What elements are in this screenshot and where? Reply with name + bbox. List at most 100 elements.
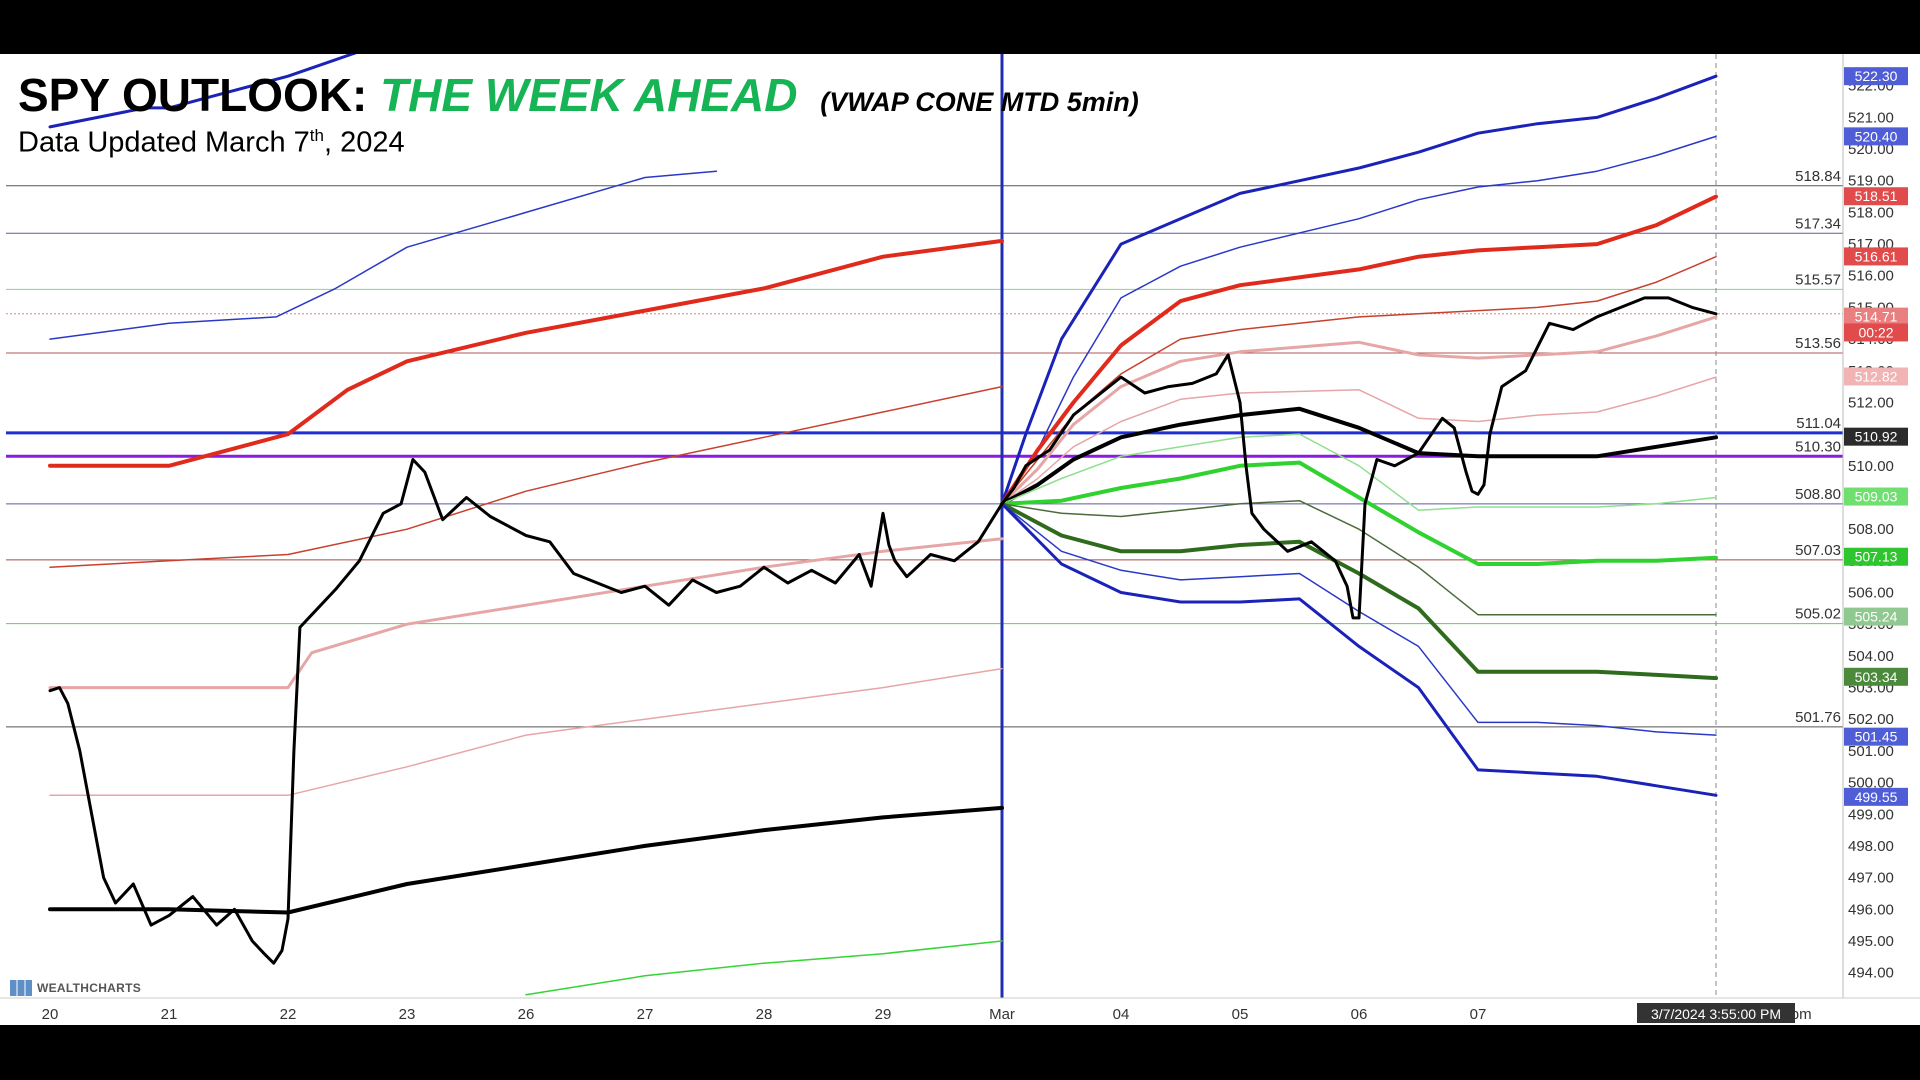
series-mar_blue_lo2 bbox=[1000, 502, 1718, 797]
updated-suffix: , 2024 bbox=[323, 126, 405, 159]
price-badge-9: 507.13 bbox=[1855, 549, 1898, 565]
price-axis-bg bbox=[1843, 54, 1920, 998]
title-sub: (VWAP CONE MTD 5min) bbox=[820, 87, 1139, 117]
price-badge-bg-4 bbox=[1844, 307, 1908, 326]
y-tick-4: 498.00 bbox=[1848, 838, 1894, 855]
x-tick-10: 05 bbox=[1232, 1006, 1249, 1023]
series-prev_pink2 bbox=[48, 537, 1004, 690]
price-badge-5: 00:22 bbox=[1858, 324, 1893, 340]
series-mar_pink1 bbox=[1001, 376, 1717, 505]
x-tick-4: 26 bbox=[518, 1006, 535, 1023]
y-tick-14: 508.00 bbox=[1848, 521, 1894, 538]
series-prev_vwap bbox=[48, 805, 1004, 915]
chart-title: SPY OUTLOOK: THE WEEK AHEAD (VWAP CONE M… bbox=[18, 68, 1139, 122]
price-badge-bg-13 bbox=[1844, 787, 1908, 806]
level-label-7: 507.03 bbox=[1795, 542, 1841, 559]
series-mar_green_lt bbox=[1001, 433, 1717, 511]
price-badge-bg-9 bbox=[1844, 547, 1908, 566]
price-badge-11: 503.34 bbox=[1855, 669, 1898, 685]
x-tick-3: 23 bbox=[399, 1006, 416, 1023]
updated-sup: th bbox=[309, 126, 324, 145]
price-badge-bg-11 bbox=[1844, 667, 1908, 686]
x-tick-12: 07 bbox=[1470, 1006, 1487, 1023]
price-badge-12: 501.45 bbox=[1855, 729, 1898, 745]
y-tick-5: 499.00 bbox=[1848, 806, 1894, 823]
y-tick-24: 518.00 bbox=[1848, 204, 1894, 221]
series-prev_green1 bbox=[525, 940, 1003, 996]
price-badge-bg-1 bbox=[1844, 127, 1908, 146]
price-badge-0: 522.30 bbox=[1855, 68, 1898, 84]
chart-area[interactable]: 518.84 517.34 515.57 513.56 511.04 510.30 508.… bbox=[0, 54, 1920, 1025]
series-prev_pink1 bbox=[49, 667, 1003, 797]
price-badge-bg-7 bbox=[1844, 427, 1908, 446]
level-label-8: 505.02 bbox=[1795, 606, 1841, 623]
x-tick-7: 29 bbox=[875, 1006, 892, 1023]
y-tick-8: 502.00 bbox=[1848, 711, 1894, 728]
y-tick-22: 516.00 bbox=[1848, 268, 1894, 285]
x-tick-9: 04 bbox=[1113, 1006, 1130, 1023]
series-mar_darkgreen1 bbox=[1001, 499, 1717, 616]
chart-background bbox=[0, 54, 1920, 1025]
level-label-2: 515.57 bbox=[1795, 271, 1841, 288]
y-tick-1: 495.00 bbox=[1848, 933, 1894, 950]
x-tick-5: 27 bbox=[637, 1006, 654, 1023]
series-prev_blue2 bbox=[48, 54, 357, 129]
updated-prefix: Data Updated March 7 bbox=[18, 126, 310, 159]
logo-icon bbox=[10, 980, 32, 996]
y-tick-16: 510.00 bbox=[1848, 458, 1894, 475]
price-badge-bg-0 bbox=[1844, 67, 1908, 86]
x-tick-8: Mar bbox=[989, 1006, 1015, 1023]
crosshair-label: 3/7/2024 3:55:00 PM bbox=[1651, 1006, 1781, 1022]
series-mar_blue1 bbox=[1001, 135, 1717, 505]
price-badge-7: 510.92 bbox=[1855, 429, 1898, 445]
crosshair-label-bg bbox=[1637, 1003, 1795, 1023]
y-tick-3: 497.00 bbox=[1848, 870, 1894, 887]
time-axis-bg bbox=[0, 998, 1920, 1025]
series-price bbox=[48, 296, 1718, 965]
price-badge-4: 514.71 bbox=[1855, 309, 1898, 325]
price-badge-1: 520.40 bbox=[1855, 128, 1898, 144]
price-badge-bg-8 bbox=[1844, 487, 1908, 506]
level-label-3: 513.56 bbox=[1795, 335, 1841, 352]
price-badge-bg-10 bbox=[1844, 607, 1908, 626]
y-tick-10: 504.00 bbox=[1848, 648, 1894, 665]
y-tick-25: 519.00 bbox=[1848, 173, 1894, 190]
price-badge-bg-3 bbox=[1844, 247, 1908, 266]
price-badge-bg-5 bbox=[1844, 323, 1908, 342]
series-prev_blue1 bbox=[49, 170, 718, 340]
vwap-cone-chart[interactable]: 518.84 517.34 515.57 513.56 511.04 510.30 508.… bbox=[0, 54, 1920, 1025]
title-block: SPY OUTLOOK: THE WEEK AHEAD (VWAP CONE M… bbox=[18, 68, 1139, 160]
level-label-1: 517.34 bbox=[1795, 215, 1841, 232]
level-label-0: 518.84 bbox=[1795, 168, 1841, 185]
level-label-5: 510.30 bbox=[1795, 438, 1841, 455]
title-accent: THE WEEK AHEAD bbox=[380, 69, 798, 121]
price-badge-2: 518.51 bbox=[1855, 188, 1898, 204]
series-mar_green2 bbox=[1000, 460, 1718, 566]
level-label-4: 511.04 bbox=[1796, 415, 1841, 432]
series-mar_blue2 bbox=[1000, 74, 1718, 506]
y-tick-6: 500.00 bbox=[1848, 775, 1894, 792]
series-mar_darkgreen2 bbox=[1000, 501, 1718, 681]
series-mar_pink2 bbox=[1000, 315, 1718, 506]
data-updated: Data Updated March 7th, 2024 bbox=[18, 126, 1139, 160]
y-tick-0: 494.00 bbox=[1848, 965, 1894, 982]
level-label-6: 508.80 bbox=[1795, 486, 1841, 503]
price-badge-13: 499.55 bbox=[1855, 789, 1898, 805]
series-prev_red1 bbox=[49, 385, 1003, 568]
x-tick-11: 06 bbox=[1351, 1006, 1368, 1023]
series-mar_red2 bbox=[1000, 194, 1718, 506]
x-tick-1: 21 bbox=[161, 1006, 178, 1023]
price-badge-10: 505.24 bbox=[1855, 609, 1898, 625]
wealthcharts-logo: WEALTHCHARTS bbox=[10, 980, 141, 996]
level-label-9: 501.76 bbox=[1795, 709, 1841, 726]
title-main: SPY OUTLOOK: bbox=[18, 69, 368, 121]
x-tick-0: 20 bbox=[42, 1006, 59, 1023]
y-tick-12: 506.00 bbox=[1848, 585, 1894, 602]
y-tick-27: 521.00 bbox=[1848, 109, 1894, 126]
price-badge-8: 509.03 bbox=[1855, 489, 1898, 505]
price-badge-bg-12 bbox=[1844, 727, 1908, 746]
price-badge-bg-6 bbox=[1844, 367, 1908, 386]
y-tick-18: 512.00 bbox=[1848, 394, 1894, 411]
series-prev_red2 bbox=[48, 238, 1004, 468]
x-tick-2: 22 bbox=[280, 1006, 297, 1023]
